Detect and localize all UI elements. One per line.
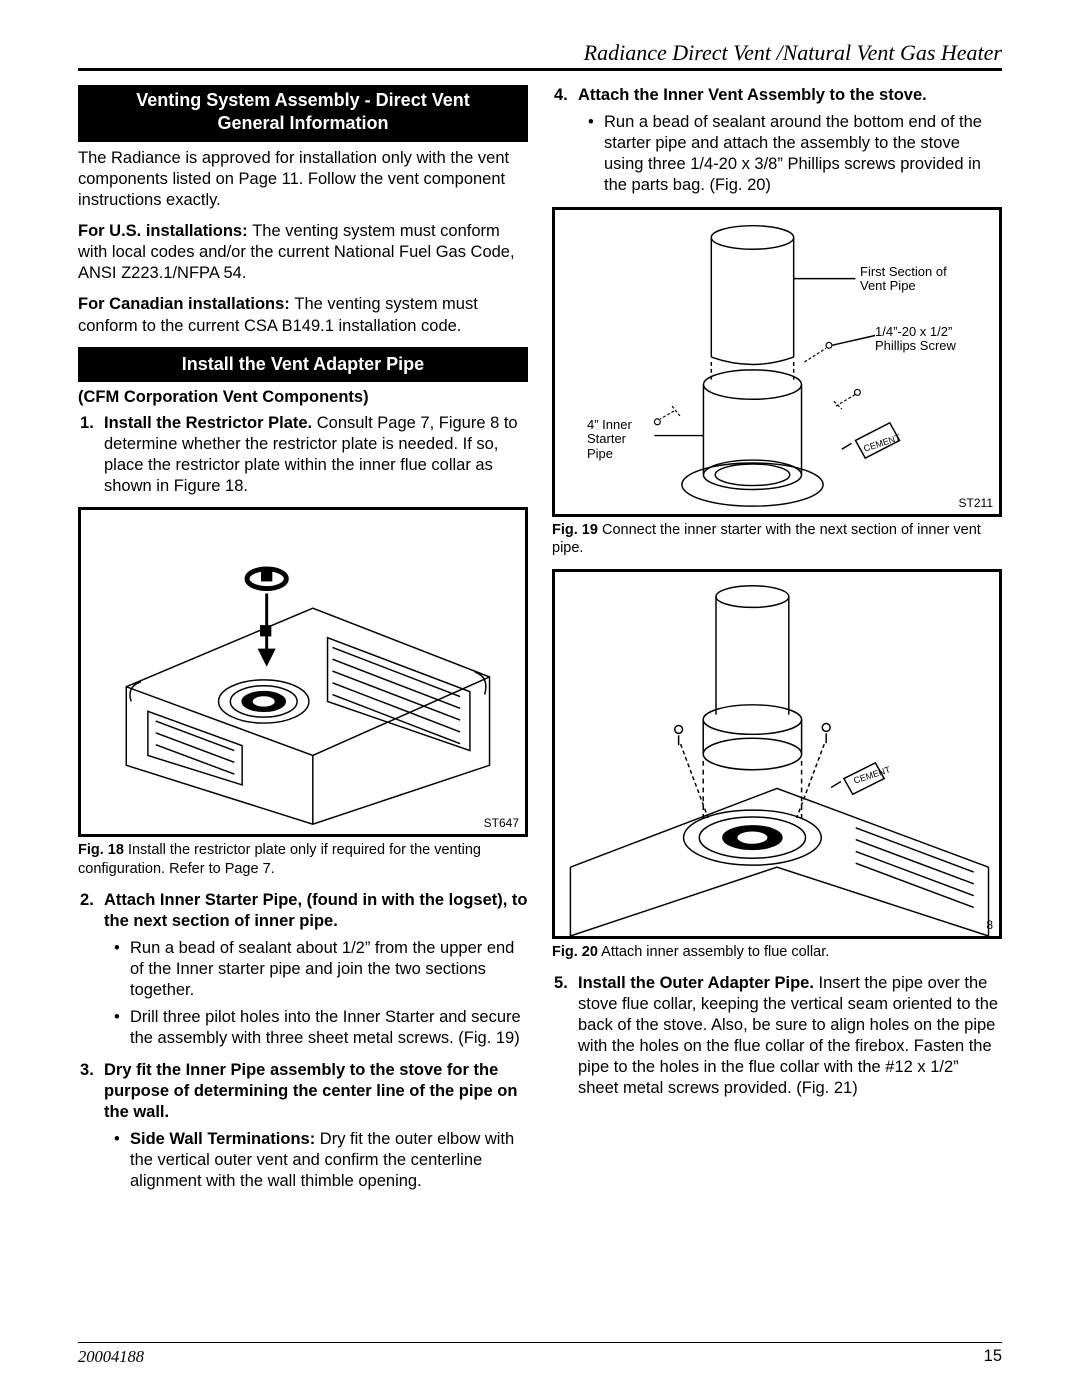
step3-b1-lead: Side Wall Terminations: <box>130 1130 320 1148</box>
fig19-label-starter: 4” Inner Starter Pipe <box>587 418 632 463</box>
fig18-caption: Fig. 18 Install the restrictor plate onl… <box>78 841 528 877</box>
step-3: Dry fit the Inner Pipe assembly to the s… <box>78 1060 528 1193</box>
fig18-cap: Install the restrictor plate only if req… <box>78 842 481 876</box>
fig20-cap: Attach inner assembly to flue collar. <box>598 944 829 960</box>
figure-18: ST647 <box>78 507 528 837</box>
page-footer: 20004188 15 <box>78 1342 1002 1367</box>
ca-lead: For Canadian installations: <box>78 295 294 313</box>
fig20-num: Fig. 20 <box>552 944 598 960</box>
figure-18-svg <box>81 510 525 834</box>
fig20-code: 8 <box>986 918 993 932</box>
step-5: Install the Outer Adapter Pipe. Insert t… <box>552 973 1002 1100</box>
fig18-num: Fig. 18 <box>78 842 124 858</box>
fig19-caption: Fig. 19 Connect the inner starter with t… <box>552 521 1002 557</box>
fig18-code: ST647 <box>484 816 519 830</box>
step2-b1: Run a bead of sealant about 1/2” from th… <box>104 938 528 1001</box>
steps-list-right-a: Attach the Inner Vent Assembly to the st… <box>552 85 1002 197</box>
right-column: Attach the Inner Vent Assembly to the st… <box>552 85 1002 1202</box>
heading-line2: General Information <box>82 112 524 135</box>
step5-lead: Install the Outer Adapter Pipe. <box>578 974 814 992</box>
step2-lead: Attach Inner Starter Pipe, (found in wit… <box>104 891 528 930</box>
footer-docid: 20004188 <box>78 1347 144 1367</box>
us-lead: For U.S. installations: <box>78 222 252 240</box>
page-header: Radiance Direct Vent /Natural Vent Gas H… <box>78 40 1002 71</box>
step5-body: Insert the pipe over the stove flue coll… <box>578 974 998 1098</box>
step-2: Attach Inner Starter Pipe, (found in wit… <box>78 890 528 1050</box>
us-install-para: For U.S. installations: The venting syst… <box>78 221 528 284</box>
step4-b1: Run a bead of sealant around the bottom … <box>578 112 1002 196</box>
fig19-label-first: First Section of Vent Pipe <box>860 265 947 295</box>
intro-para: The Radiance is approved for installatio… <box>78 148 528 211</box>
fig20-caption: Fig. 20 Attach inner assembly to flue co… <box>552 943 1002 961</box>
steps-list-left-b: Attach Inner Starter Pipe, (found in wit… <box>78 890 528 1192</box>
figure-20-svg <box>555 572 999 936</box>
figure-20: CEMENT 8 <box>552 569 1002 939</box>
step1-lead: Install the Restrictor Plate. <box>104 414 312 432</box>
step2-b2: Drill three pilot holes into the Inner S… <box>104 1007 528 1049</box>
fig19-label-screw: 1/4”-20 x 1/2” Phillips Screw <box>875 325 956 355</box>
steps-list-left: Install the Restrictor Plate. Consult Pa… <box>78 413 528 497</box>
fig19-code: ST211 <box>959 496 993 510</box>
step-4: Attach the Inner Vent Assembly to the st… <box>552 85 1002 197</box>
fig19-num: Fig. 19 <box>552 522 598 538</box>
steps-list-right-b: Install the Outer Adapter Pipe. Insert t… <box>552 973 1002 1100</box>
footer-pagenum: 15 <box>984 1347 1002 1367</box>
content-columns: Venting System Assembly - Direct Vent Ge… <box>78 85 1002 1202</box>
figure-19-svg <box>555 210 999 514</box>
heading-venting-system: Venting System Assembly - Direct Vent Ge… <box>78 85 528 142</box>
header-title: Radiance Direct Vent /Natural Vent Gas H… <box>584 40 1002 65</box>
ca-install-para: For Canadian installations: The venting … <box>78 294 528 336</box>
figure-19: First Section of Vent Pipe 1/4”-20 x 1/2… <box>552 207 1002 517</box>
cfm-subhead: (CFM Corporation Vent Components) <box>78 388 528 407</box>
fig19-cap: Connect the inner starter with the next … <box>552 522 981 556</box>
step4-lead: Attach the Inner Vent Assembly to the st… <box>578 86 927 104</box>
left-column: Venting System Assembly - Direct Vent Ge… <box>78 85 528 1202</box>
step-1: Install the Restrictor Plate. Consult Pa… <box>78 413 528 497</box>
heading-install-adapter: Install the Vent Adapter Pipe <box>78 347 528 382</box>
step3-lead: Dry fit the Inner Pipe assembly to the s… <box>104 1061 517 1121</box>
step3-b1: Side Wall Terminations: Dry fit the oute… <box>104 1129 528 1192</box>
heading-line1: Venting System Assembly - Direct Vent <box>82 89 524 112</box>
